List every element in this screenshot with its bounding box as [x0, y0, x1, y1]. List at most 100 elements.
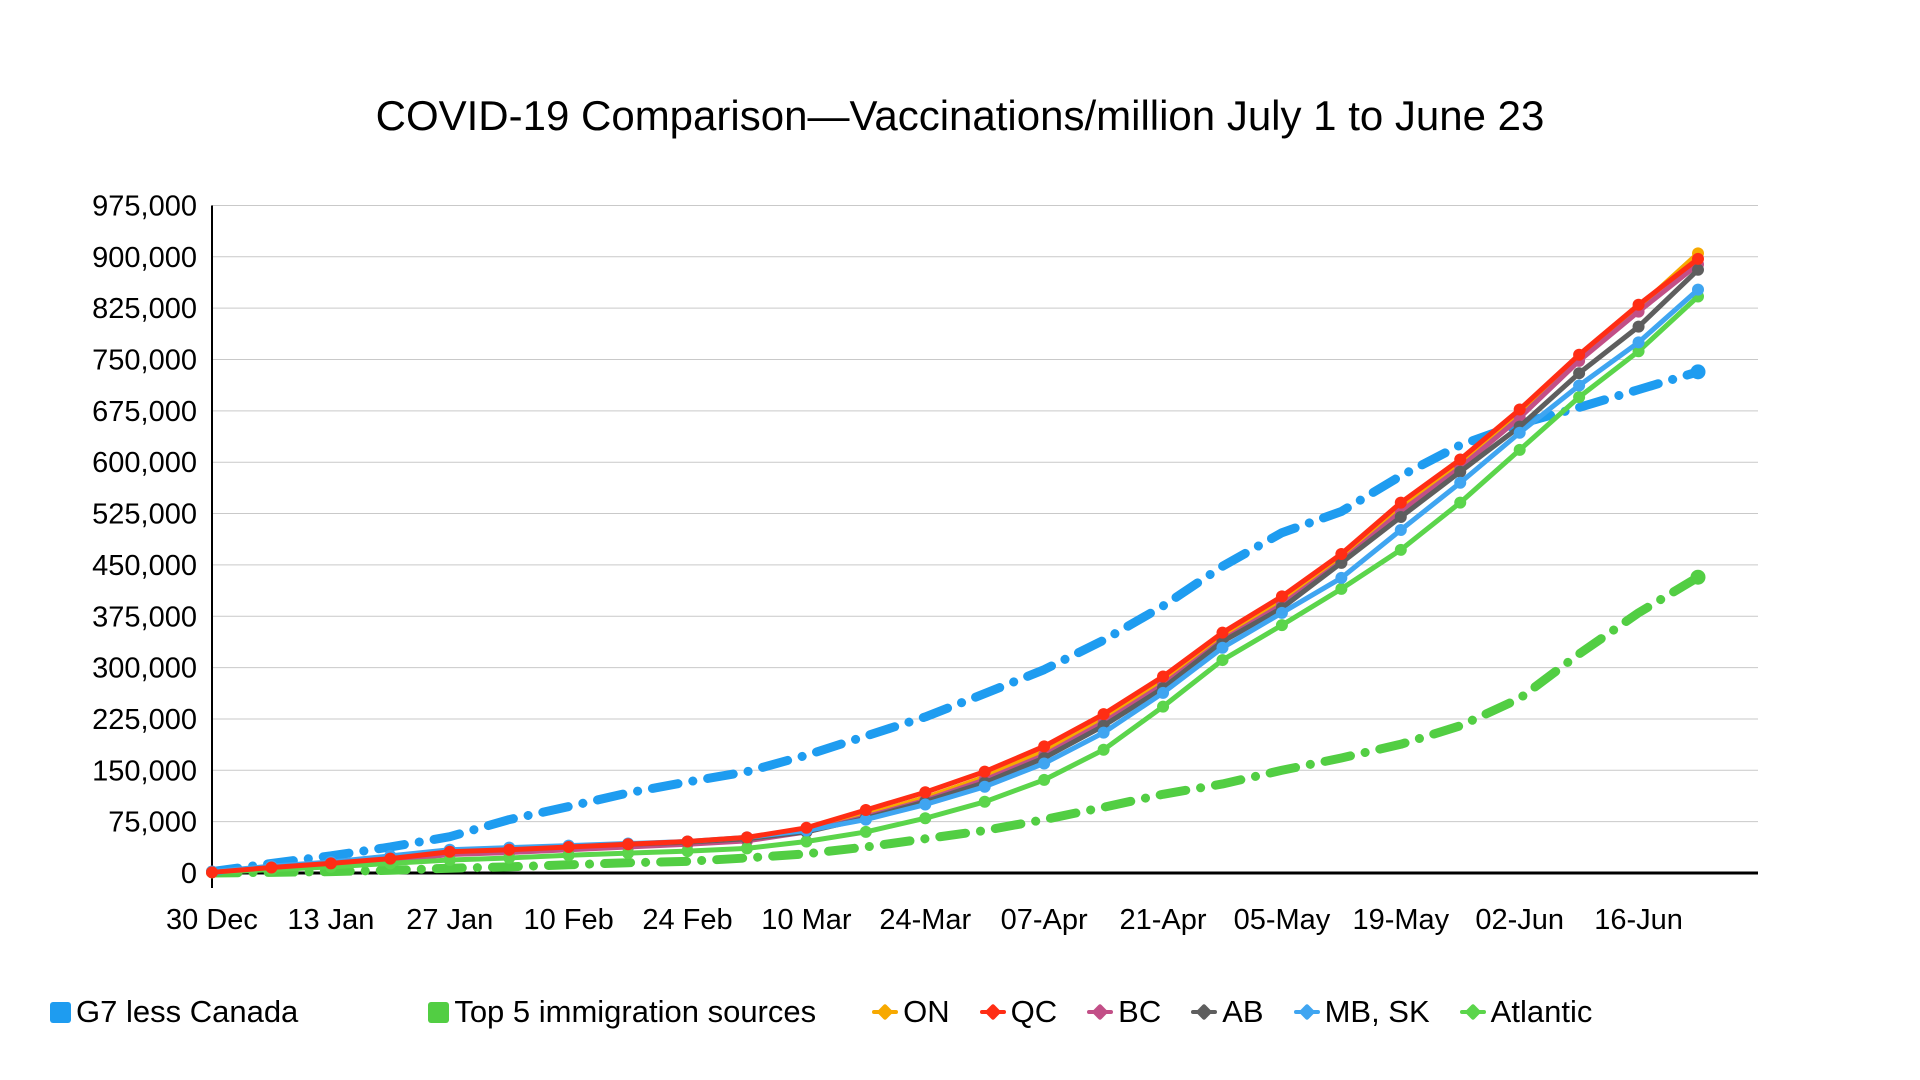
x-axis-tick-label: 30 Dec	[166, 904, 258, 936]
x-axis-tick-label: 07-Apr	[1001, 904, 1088, 936]
point-ab	[1335, 556, 1348, 569]
point-qc	[1216, 626, 1229, 639]
y-axis-tick-label: 375,000	[92, 601, 197, 633]
legend-swatch-marker-on	[872, 1003, 899, 1021]
legend-label-bc: BC	[1118, 994, 1162, 1029]
legend-item-atlantic: Atlantic	[1459, 994, 1593, 1030]
chart-title: COVID-19 Comparison—Vaccinations/million…	[375, 92, 1545, 139]
point-atlantic	[443, 853, 456, 866]
y-axis-tick-label: 675,000	[92, 396, 197, 428]
legend-label-top-5-immigration-sources: Top 5 immigration sources	[454, 994, 817, 1029]
point-ab	[1632, 320, 1645, 333]
point-mb-sk	[978, 780, 991, 793]
point-qc	[919, 786, 932, 799]
point-atlantic	[1394, 543, 1407, 556]
point-qc	[1513, 403, 1526, 416]
point-mb-sk	[1394, 523, 1407, 536]
point-qc	[800, 821, 813, 834]
point-atlantic	[562, 849, 575, 862]
point-qc	[681, 835, 694, 848]
legend-label-mb-sk: MB, SK	[1324, 994, 1430, 1029]
point-qc	[1157, 670, 1170, 683]
y-axis-tick-label: 525,000	[92, 499, 197, 531]
point-atlantic	[1632, 345, 1645, 358]
point-mb-sk	[1692, 283, 1704, 296]
point-qc	[1275, 590, 1288, 603]
point-qc	[1632, 298, 1645, 311]
point-atlantic	[622, 847, 635, 860]
legend-swatch-marker-qc	[979, 1003, 1006, 1021]
point-mb-sk	[859, 813, 872, 826]
y-axis-tick-label: 450,000	[92, 550, 197, 582]
y-axis-tick-label: 75,000	[108, 807, 197, 839]
legend-item-ab: AB	[1191, 994, 1264, 1030]
legend-swatch-marker-mb-sk	[1293, 1003, 1320, 1021]
point-qc	[622, 838, 635, 851]
point-qc	[443, 845, 456, 858]
x-axis-tick-label: 24 Feb	[642, 904, 732, 936]
point-qc	[384, 852, 397, 865]
legend-swatch-square-g7-less-canada	[50, 1001, 71, 1023]
legend-label-ab: AB	[1222, 994, 1264, 1029]
point-atlantic	[503, 851, 516, 864]
x-axis-tick-label: 05-May	[1234, 904, 1331, 936]
y-axis-tick-label: 750,000	[92, 345, 197, 377]
point-mb-sk	[1275, 606, 1288, 619]
x-axis-tick-label: 10 Feb	[523, 904, 613, 936]
point-mb-sk	[1038, 757, 1051, 770]
point-qc	[859, 804, 872, 817]
legend-item-bc: BC	[1087, 994, 1161, 1030]
legend-swatch-diamond	[984, 1003, 1002, 1021]
point-qc	[978, 765, 991, 778]
legend-swatch-marker-atlantic	[1459, 1003, 1486, 1021]
x-axis-tick-label: 24-Mar	[879, 904, 971, 936]
legend-item-qc: QC	[979, 994, 1058, 1030]
legend-item-g7-less-canada: G7 less Canada	[50, 994, 298, 1030]
point-qc	[1038, 740, 1051, 753]
legend-label-qc: QC	[1010, 994, 1058, 1029]
x-axis-tick-label: 16-Jun	[1594, 904, 1683, 936]
x-axis-tick-label: 10 Mar	[761, 904, 852, 936]
point-mb-sk	[1216, 641, 1229, 654]
legend-swatch-diamond	[1464, 1003, 1482, 1021]
line-top-5-immigration-sources	[207, 572, 1703, 878]
point-atlantic	[1216, 654, 1229, 667]
legend-swatch-marker-bc	[1087, 1003, 1114, 1021]
legend-item-top-5-immigration-sources: Top 5 immigration sources	[428, 994, 816, 1030]
point-qc	[1335, 547, 1348, 560]
legend-swatch-diamond	[1091, 1003, 1109, 1021]
point-ab	[1573, 367, 1586, 380]
y-axis-tick-label: 0	[181, 858, 197, 890]
y-axis-tick-label: 600,000	[92, 447, 197, 479]
point-atlantic	[1275, 619, 1288, 632]
point-mb-sk	[1573, 379, 1586, 392]
point-mb-sk	[1632, 336, 1645, 349]
x-axis-tick-label: 27 Jan	[406, 904, 493, 936]
point-qc	[1097, 708, 1110, 721]
point-mb-sk	[1157, 686, 1170, 699]
point-atlantic	[1573, 391, 1586, 404]
point-atlantic	[1513, 443, 1526, 456]
point-qc	[1394, 496, 1407, 509]
line-g7-less-canada	[207, 367, 1703, 877]
point-ab	[1692, 263, 1704, 276]
point-mb-sk	[919, 798, 932, 811]
legend-item-mb-sk: MB, SK	[1293, 994, 1430, 1030]
chart-legend: G7 less Canada Top 5 immigration sources O…	[50, 994, 1920, 1030]
legend-item-on: ON	[872, 994, 950, 1030]
point-atlantic	[1454, 496, 1467, 509]
point-qc	[265, 861, 278, 874]
legend-label-atlantic: Atlantic	[1490, 994, 1593, 1029]
point-mb-sk	[1097, 726, 1110, 739]
y-axis-tick-label: 300,000	[92, 653, 197, 685]
point-qc	[562, 840, 575, 853]
point-atlantic	[740, 842, 753, 855]
point-atlantic	[1097, 743, 1110, 756]
point-qc	[1573, 348, 1586, 361]
legend-label-on: ON	[903, 994, 950, 1029]
y-axis-tick-label: 975,000	[92, 190, 197, 222]
point-qc	[1692, 252, 1704, 265]
point-atlantic	[681, 845, 694, 858]
x-axis-tick-label: 19-May	[1352, 904, 1449, 936]
legend-swatch-marker-ab	[1191, 1003, 1218, 1021]
